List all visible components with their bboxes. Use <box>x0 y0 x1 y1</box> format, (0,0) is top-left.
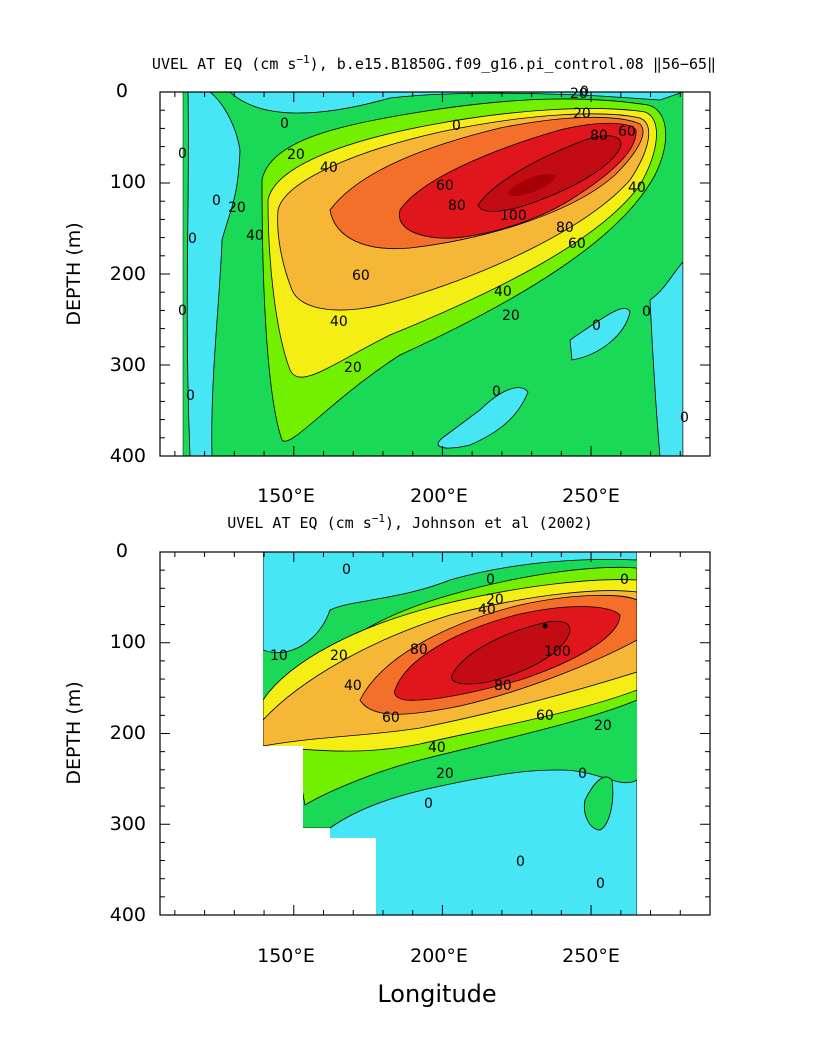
y-tick-label: 100 <box>110 171 146 193</box>
contour-label: 60 <box>618 124 636 140</box>
contour-labels: 0 0 0 0 0 0 0 10 20 20 20 20 40 40 40 60… <box>270 562 629 892</box>
x-tick-label: 200°E <box>410 945 468 967</box>
contour-label: 80 <box>448 198 466 214</box>
contour-label: 0 <box>280 116 289 132</box>
contour-label: 60 <box>436 178 454 194</box>
contour-fill <box>263 552 637 915</box>
x-axis-label: Longitude <box>377 980 496 1008</box>
x-tick-label: 200°E <box>410 485 468 507</box>
contour-labels: 0 0 0 0 0 0 0 0 0 0 0 0 20 20 20 20 20 2… <box>178 84 689 426</box>
contour-label: 0 <box>486 572 495 588</box>
y-tick-label: 100 <box>110 631 146 653</box>
contour-label: 20 <box>486 592 504 608</box>
contour-label: 0 <box>580 84 589 100</box>
x-tick-label: 150°E <box>257 485 315 507</box>
contour-band-0-island <box>583 776 614 831</box>
y-tick-label: 300 <box>110 354 146 376</box>
contour-label: 40 <box>320 160 338 176</box>
contour-label: 80 <box>494 678 512 694</box>
contour-label: 0 <box>592 318 601 334</box>
y-tick-label: 0 <box>116 80 128 102</box>
contour-label: 0 <box>178 146 187 162</box>
contour-band-negative-east <box>569 307 631 361</box>
contour-label: 0 <box>680 410 689 426</box>
contour-label: 0 <box>620 572 629 588</box>
contour-label: 40 <box>344 678 362 694</box>
contour-label: 20 <box>344 360 362 376</box>
contour-label: 0 <box>424 796 433 812</box>
x-tick-label: 250°E <box>562 945 620 967</box>
contour-band-negative-eastdeep <box>649 261 683 456</box>
contour-label: 20 <box>573 106 591 122</box>
contour-label: 40 <box>478 602 496 618</box>
contour-label: 40 <box>246 228 264 244</box>
contour-label: 20 <box>594 718 612 734</box>
contour-label: 0 <box>178 303 187 319</box>
contour-label: 0 <box>452 118 461 134</box>
y-tick-label: 200 <box>110 722 146 744</box>
contour-label: 0 <box>188 231 197 247</box>
jet-core-marker <box>542 623 548 629</box>
contour-band-negative-surface <box>263 552 637 653</box>
contour-label: 0 <box>492 384 501 400</box>
contour-fill <box>183 92 683 456</box>
y-tick-label: 0 <box>116 540 128 562</box>
contour-label: 20 <box>287 147 305 163</box>
contour-label: 60 <box>352 268 370 284</box>
contour-band-negative-surface <box>229 92 683 114</box>
y-axis-label: DEPTH (m) <box>63 222 85 325</box>
contour-label: 40 <box>428 740 446 756</box>
contour-band-negative-west <box>186 92 241 456</box>
contour-label: 10 <box>270 648 288 664</box>
contour-label: 0 <box>596 876 605 892</box>
contour-label: 100 <box>500 208 527 224</box>
contour-band-core <box>508 173 556 197</box>
contour-label: 40 <box>494 284 512 300</box>
contour-label: 0 <box>578 766 587 782</box>
contour-label: 60 <box>382 710 400 726</box>
panel-title: UVEL AT EQ (cm s−1), b.e15.B1850G.f09_g1… <box>152 53 716 73</box>
contour-label: 80 <box>556 220 574 236</box>
contour-label: 20 <box>502 308 520 324</box>
contour-label: 20 <box>436 766 454 782</box>
contour-label: 20 <box>570 86 588 102</box>
x-tick-label: 250°E <box>562 485 620 507</box>
y-tick-label: 300 <box>110 813 146 835</box>
y-tick-label: 200 <box>110 263 146 285</box>
contour-label: 40 <box>330 314 348 330</box>
y-axis-label: DEPTH (m) <box>63 681 85 784</box>
contour-label: 80 <box>410 642 428 658</box>
contour-label: 20 <box>228 200 246 216</box>
panel-title: UVEL AT EQ (cm s−1), Johnson et al (2002… <box>227 512 592 532</box>
panel-model: UVEL AT EQ (cm s−1), b.e15.B1850G.f09_g1… <box>63 53 716 507</box>
contour-label: 0 <box>212 193 221 209</box>
contour-label: 40 <box>628 180 646 196</box>
contour-label: 60 <box>568 236 586 252</box>
contour-band-110 <box>451 620 571 685</box>
contour-label: 0 <box>642 304 651 320</box>
y-tick-label: 400 <box>110 904 146 926</box>
contour-label: 80 <box>590 128 608 144</box>
contour-label: 0 <box>186 388 195 404</box>
tick-marks <box>160 91 711 457</box>
contour-label: 20 <box>330 648 348 664</box>
contour-band-negative-deep <box>437 387 529 449</box>
tick-marks <box>160 551 711 916</box>
contour-label: 0 <box>342 562 351 578</box>
contour-label: 60 <box>536 708 554 724</box>
x-tick-label: 150°E <box>257 945 315 967</box>
contour-label: 100 <box>544 644 571 660</box>
y-tick-label: 400 <box>110 445 146 467</box>
panel-observations: UVEL AT EQ (cm s−1), Johnson et al (2002… <box>63 512 711 1008</box>
contour-label: 0 <box>516 854 525 870</box>
